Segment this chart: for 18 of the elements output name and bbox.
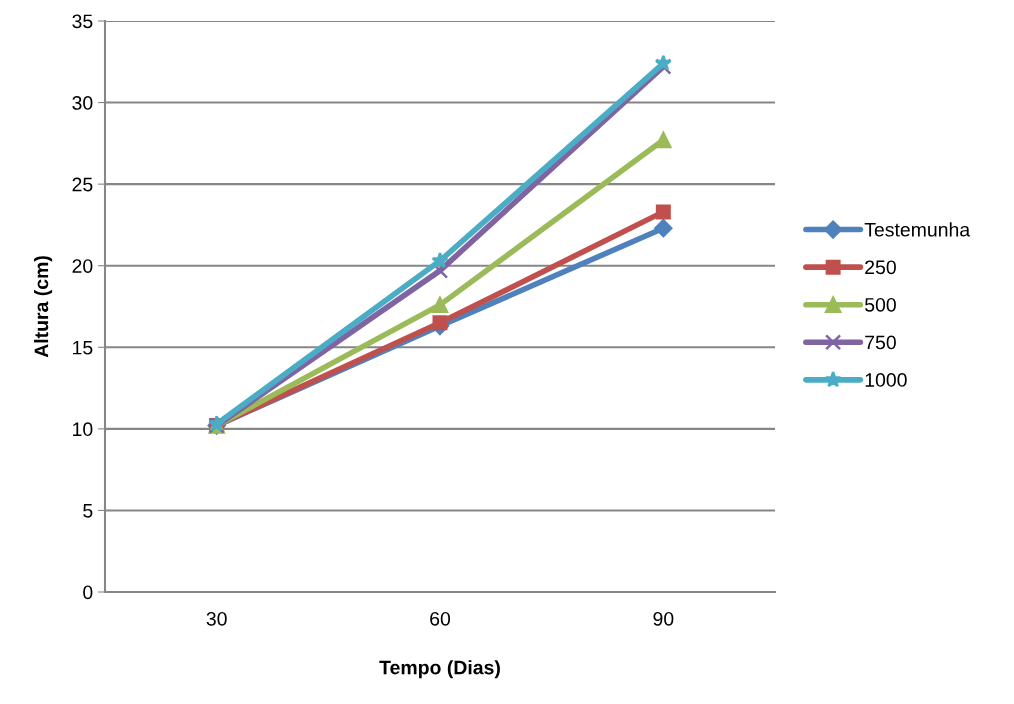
y-tick-label: 30 <box>72 96 93 110</box>
y-tick-label: 25 <box>72 177 93 192</box>
y-axis-title: Altura (cm) <box>34 256 53 358</box>
y-tick-label: 15 <box>73 340 93 355</box>
legend-label: 750 <box>865 335 896 350</box>
legend-label: 1000 <box>865 373 907 387</box>
y-tick-label: 20 <box>72 259 93 273</box>
y-tick-label: 35 <box>72 14 93 29</box>
y-tick-label: 0 <box>83 585 93 600</box>
x-tick-label: 30 <box>206 611 227 626</box>
legend-label: 500 <box>865 297 896 312</box>
y-tick-label: 10 <box>73 422 93 437</box>
legend-label: Testemunha <box>864 222 971 237</box>
x-axis-title: Tempo (Dias) <box>379 660 500 679</box>
x-tick-label: 90 <box>653 611 674 626</box>
x-tick-label: 60 <box>430 611 451 626</box>
legend-label: 250 <box>865 260 896 275</box>
y-tick-label: 5 <box>83 504 93 518</box>
